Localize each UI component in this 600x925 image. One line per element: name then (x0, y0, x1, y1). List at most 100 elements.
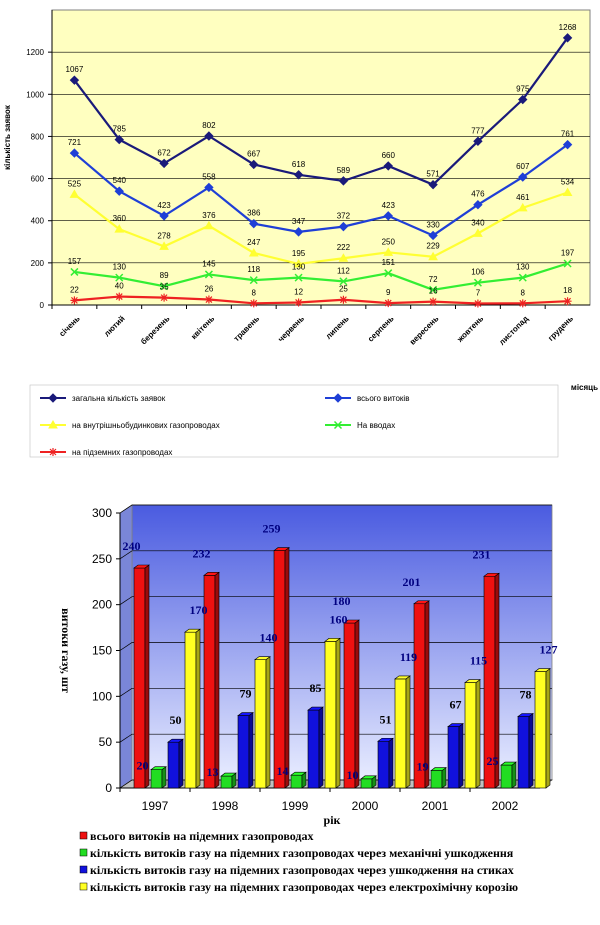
data-point (562, 139, 573, 150)
gridline (119, 733, 552, 743)
y-tick-label: 250 (92, 552, 112, 566)
y-tick-label: 800 (31, 132, 45, 141)
y-tick-label: 150 (92, 644, 112, 658)
data-label: 78 (520, 688, 532, 702)
legend-swatch (79, 848, 88, 857)
data-label: 240 (123, 539, 141, 553)
bar-side (475, 678, 481, 789)
bar-top (483, 572, 500, 577)
bar (150, 769, 163, 789)
y-axis-title: витоки газу, шт (59, 608, 73, 693)
data-label: 16 (429, 287, 438, 296)
data-label: 79 (240, 687, 252, 701)
data-point (159, 241, 169, 250)
bar (500, 764, 513, 789)
legend-swatch (79, 865, 88, 874)
x-tick-label: липень (324, 314, 351, 341)
series-4: 22 40 35 26 8 12 25 9 16 7 8 18 (70, 282, 573, 308)
data-label: 660 (382, 151, 396, 160)
legend-label: На вводах (357, 421, 395, 430)
data-point (160, 293, 169, 302)
data-label: 376 (202, 211, 216, 220)
bar-side (405, 675, 411, 789)
bar (343, 622, 356, 789)
x-tick-label: лютий (102, 314, 126, 338)
data-point (384, 299, 393, 308)
data-point (69, 75, 80, 85)
data-label: 170 (190, 603, 208, 617)
legend-label: кількість витоків газу на підемних газоп… (90, 846, 514, 860)
bar-side (284, 546, 290, 789)
data-label: 721 (68, 138, 82, 147)
data-label: 618 (292, 160, 306, 169)
data-point (204, 182, 214, 193)
bar-top (377, 737, 394, 742)
data-point (428, 179, 438, 190)
y-tick-label: 600 (31, 175, 45, 184)
data-point (159, 158, 169, 169)
y-tick-label: 50 (99, 735, 113, 749)
data-point (338, 176, 349, 186)
legend-label: кількість витоків газу на підемних газоп… (90, 863, 514, 877)
series-line (73, 191, 568, 266)
legend: загальна кількість заявок всього витоків н… (29, 384, 559, 458)
data-point (473, 228, 483, 237)
data-label: 250 (382, 237, 396, 246)
series-1: 721 540 423 558 386 347 372 423 330 476 607 761 (68, 130, 575, 241)
data-label: 195 (292, 249, 306, 258)
bar-top (220, 772, 237, 777)
data-label: 85 (310, 681, 322, 695)
legend: всього витоків на підемних газопроводах к… (79, 829, 518, 894)
legend-label: всього витоків на підемних газопроводах (90, 829, 313, 843)
data-label: 160 (330, 612, 348, 626)
y-tick-label: 0 (105, 781, 112, 795)
gridline (119, 504, 552, 514)
bar-side (335, 637, 341, 789)
y-tick-label: 0 (40, 301, 45, 310)
data-label: 525 (68, 179, 82, 188)
gridline (119, 779, 552, 789)
x-tick-label: серпень (366, 314, 396, 344)
data-point (517, 202, 528, 212)
data-point (115, 292, 124, 301)
bar-series-3: 170 140 160 119 115 127 (184, 603, 558, 789)
legend-item: загальна кількість заявок (40, 393, 166, 403)
legend-label: на внутрішньобудинкових газопроводах (72, 421, 220, 430)
x-tick-label: січень (57, 314, 81, 338)
legend-swatch (79, 831, 88, 840)
x-tick-label: листопад (497, 314, 530, 347)
data-point (339, 277, 348, 286)
data-point (473, 136, 483, 146)
data-point (383, 211, 393, 221)
data-label: 8 (252, 288, 257, 297)
legend-label: на підземних газопроводах (72, 448, 172, 457)
bar-chart: 0 50 100 150 200 250 300 1997 1998 1999 2000 2001 20… (0, 495, 600, 920)
bar (324, 641, 337, 789)
data-label: 51 (380, 712, 392, 726)
bar (517, 716, 530, 789)
data-label: 372 (337, 212, 351, 221)
bar-side (354, 619, 360, 789)
bar-side (388, 737, 394, 789)
data-point (294, 273, 303, 282)
data-point (473, 299, 482, 308)
data-label: 259 (263, 522, 281, 536)
data-point (563, 259, 572, 268)
x-tick-label: вересень (408, 314, 441, 347)
data-label: 67 (450, 698, 462, 712)
bar-top (534, 668, 551, 672)
data-label: 386 (247, 209, 261, 218)
data-label: 10 (347, 768, 359, 782)
gridline (119, 596, 552, 605)
x-tick-label: червень (276, 314, 306, 344)
bar-top (324, 638, 341, 642)
series-line (73, 37, 569, 186)
data-label: 35 (160, 283, 169, 292)
data-label: 130 (113, 263, 127, 272)
bar (464, 682, 477, 789)
data-label: 13 (207, 765, 219, 779)
legend-item: кількість витоків газу на підемних газоп… (79, 846, 514, 860)
data-point (473, 199, 483, 210)
data-point (160, 282, 169, 291)
data-point (518, 273, 527, 282)
